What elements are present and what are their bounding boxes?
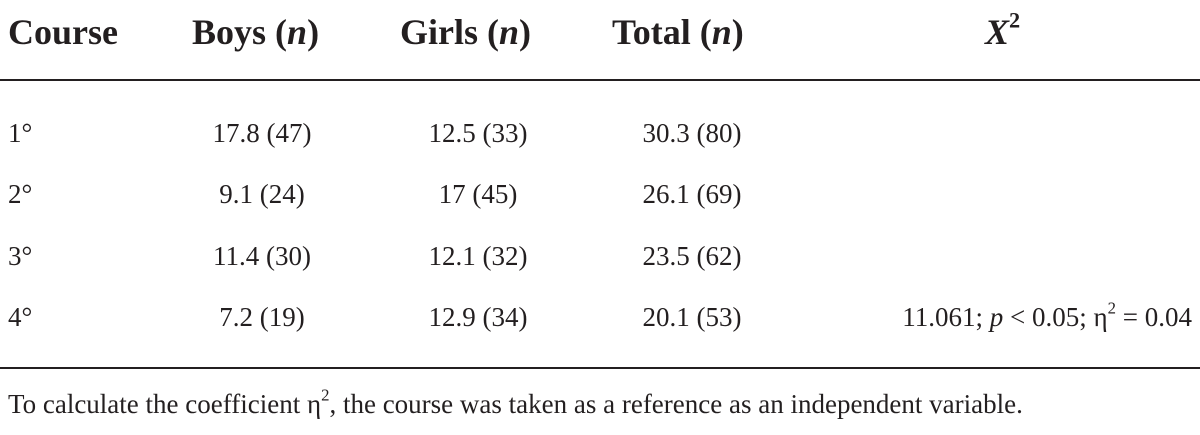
row-2-course: 2° (8, 179, 33, 209)
header-girls: Girls (n) (400, 12, 532, 52)
row-3-course: 3° (8, 241, 33, 271)
header-chi-square: X2 (985, 7, 1021, 52)
footer-rule (0, 367, 1200, 369)
header-course: Course (8, 12, 118, 52)
header-rule (0, 79, 1200, 81)
header-total: Total (n) (612, 12, 744, 52)
row-4-course: 4° (8, 302, 33, 332)
header-boys: Boys (n) (192, 12, 320, 52)
table-footnote: To calculate the coefficient η2, the cou… (8, 385, 1023, 419)
row-1-course: 1° (8, 118, 33, 148)
chi-square-result: 11.061; p < 0.05; η2 = 0.04 (902, 298, 1192, 332)
